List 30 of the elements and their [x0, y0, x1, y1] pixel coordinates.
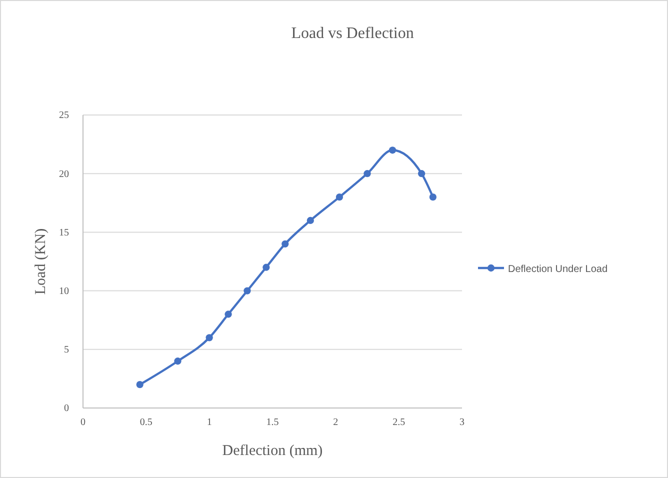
y-axis-title: Load (KN) — [33, 228, 49, 295]
y-tick-label: 0 — [64, 403, 69, 414]
y-tick-label: 20 — [59, 168, 69, 180]
y-tick-label: 5 — [64, 344, 69, 356]
x-tick-label: 0.5 — [140, 417, 152, 428]
point — [224, 310, 232, 318]
y-tick-label: 15 — [59, 227, 69, 238]
point — [174, 358, 182, 365]
point — [244, 287, 251, 294]
point — [262, 264, 270, 271]
x-tick-label: 2.5 — [392, 417, 406, 428]
x-tick-label: 1.5 — [266, 417, 279, 428]
point — [282, 240, 289, 248]
legend-label: Deflection Under Load — [508, 264, 608, 275]
point — [136, 381, 144, 388]
point — [364, 170, 371, 178]
point — [418, 170, 426, 178]
point — [429, 193, 437, 201]
x-tick-label: 0 — [80, 417, 86, 428]
point — [306, 216, 314, 224]
point — [388, 146, 396, 154]
y-tick-label: 25 — [59, 110, 69, 122]
y-tick-label: 10 — [59, 286, 69, 297]
x-tick-label: 3 — [460, 417, 464, 428]
x-axis-title: Deflection (mm) — [222, 443, 323, 459]
x-tick-label: 1 — [206, 417, 212, 428]
x-tick-label: 2 — [333, 417, 338, 428]
chart-title: Load vs Deflection — [291, 25, 414, 42]
point — [206, 334, 213, 342]
point — [336, 193, 344, 201]
